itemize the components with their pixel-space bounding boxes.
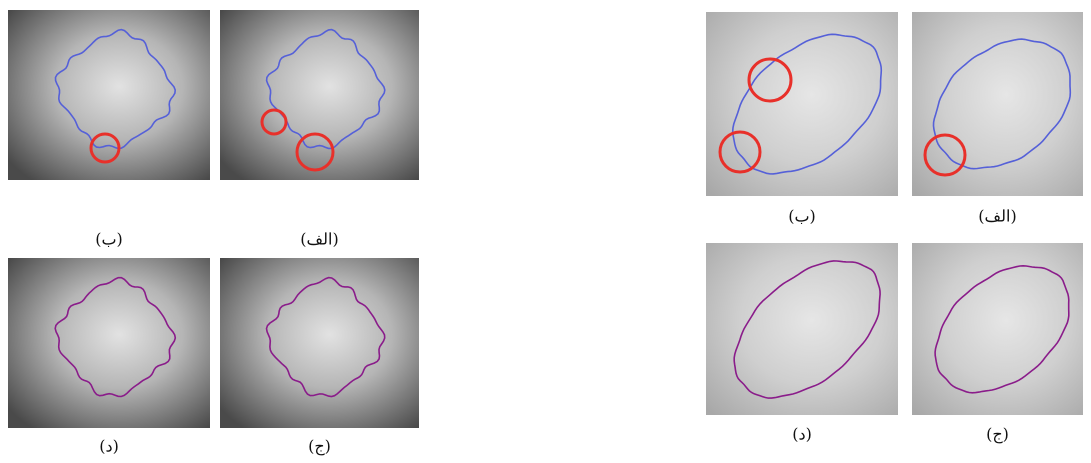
panel-label: (الف) [978,207,1016,226]
panel-label: (الف) [300,230,338,249]
panel-label: (ج) [308,437,331,456]
panel-label: (ج) [986,425,1009,444]
panel-label: (د) [99,437,119,456]
panel-label: (ب) [95,230,123,249]
figure-page: (ب) (الف) (د) (ج) (ب) (الف) (د) (ج) [0,0,1091,463]
image-panel [220,258,419,428]
panel-label: (ب) [788,207,816,226]
panel-label: (د) [792,425,812,444]
image-panel [912,12,1083,196]
